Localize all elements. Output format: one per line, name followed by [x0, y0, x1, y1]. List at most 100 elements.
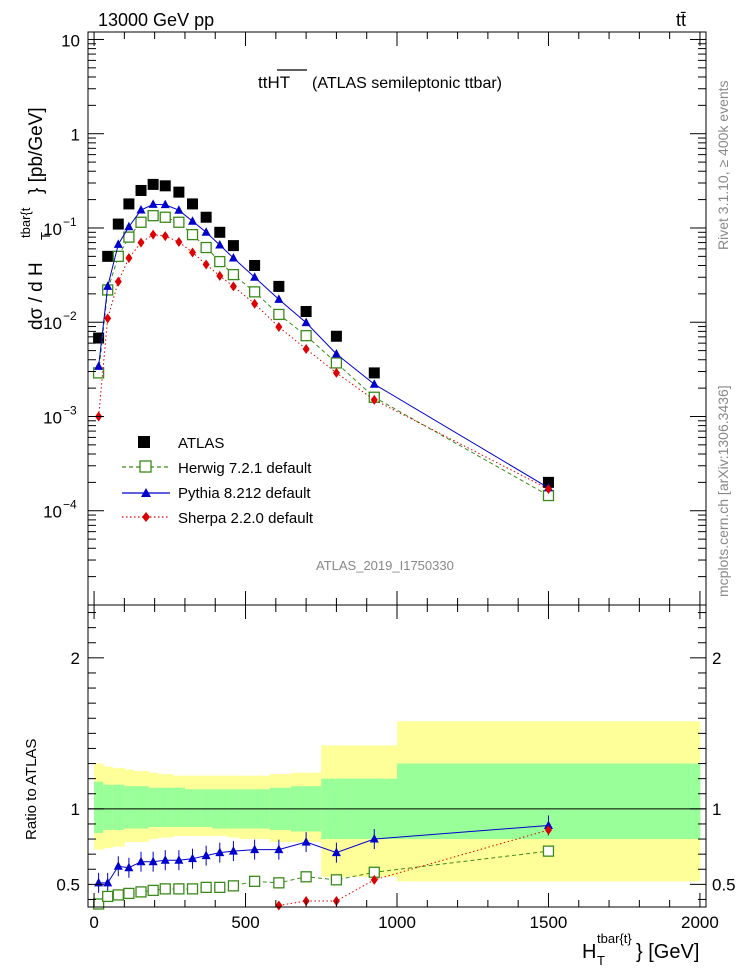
legend-atlas-label: ATLAS	[178, 435, 224, 452]
herwig-ratio-point	[200, 881, 212, 894]
band-inner-bin	[172, 787, 186, 827]
herwig-ratio-point	[227, 880, 240, 892]
pythia-ratio-point	[103, 877, 113, 887]
legend-herwig-marker	[139, 460, 152, 473]
pythia-main-point	[188, 216, 198, 225]
atlas-main-point	[300, 305, 312, 317]
sherpa-main-point	[125, 253, 133, 264]
energy-label: 13000 GeV pp	[98, 10, 214, 30]
pythia-ratio-point	[228, 846, 238, 855]
xtick-label: 2000	[681, 913, 719, 932]
sherpa-ratio-point	[275, 900, 283, 911]
atlas-main-point	[93, 332, 105, 344]
band-inner-bin	[184, 789, 201, 827]
ytick-label: 10	[61, 31, 80, 50]
herwig-ratio-point	[135, 886, 147, 898]
sherpa-ratio-point	[544, 824, 552, 835]
herwig-main-point	[173, 216, 185, 228]
pythia-main-point	[148, 199, 158, 208]
herwig-ratio-point	[147, 884, 159, 897]
herwig-ratio-point	[248, 875, 261, 887]
herwig-main-point	[330, 357, 343, 369]
pythia-main-point	[250, 272, 260, 281]
sherpa-main-point	[202, 259, 210, 270]
herwig-main-point	[159, 211, 171, 223]
ytick-exponent: −2	[63, 309, 77, 323]
pythia-ratio-point	[160, 855, 170, 864]
pythia-main-point	[160, 199, 170, 209]
sherpa-main-point	[161, 231, 169, 242]
ylabel-tail: } [pb/GeV]	[26, 107, 47, 194]
process-label: tt̄	[676, 10, 686, 30]
pythia-main-point	[136, 205, 146, 214]
ratio-series	[92, 815, 555, 911]
legend-herwig-label: Herwig 7.2.1 default	[178, 460, 312, 477]
ratio-ytick-label-right: 1	[712, 800, 721, 819]
herwig-ratio-point	[300, 871, 312, 883]
herwig-main-point	[135, 216, 147, 228]
legend-sherpa-label: Sherpa 2.2.0 default	[178, 510, 314, 527]
sherpa-main-point	[544, 484, 552, 495]
sherpa-main-point	[104, 313, 112, 324]
herwig-main-point	[186, 228, 199, 241]
atlas-main-point	[123, 198, 135, 210]
herwig-main-point	[300, 330, 312, 342]
ratio-ytick-label: 0.5	[56, 875, 80, 894]
band-inner-bin	[94, 781, 104, 834]
band-inner-bin	[148, 787, 159, 827]
atlas-main-point	[249, 259, 261, 271]
sherpa-main-line	[98, 234, 549, 490]
herwig-ratio-point	[186, 883, 199, 895]
legend-pythia-label: Pythia 8.212 default	[178, 485, 311, 502]
sherpa-main-point	[189, 247, 197, 258]
herwig-main-point	[123, 231, 135, 243]
ylabel-main: dσ / d H	[26, 262, 47, 330]
xtick-label: 1000	[378, 913, 416, 932]
mcplots-label: mcplots.cern.ch [arXiv:1306.3436]	[715, 385, 731, 597]
pythia-main-point	[274, 294, 284, 303]
ratio-ylabel: Ratio to ATLAS	[23, 739, 40, 840]
xlabel-sup: tbar{t}	[597, 931, 632, 946]
pythia-ratio-point	[369, 834, 379, 843]
ytick-exponent: −1	[63, 215, 77, 229]
pythia-main-point	[215, 239, 225, 249]
herwig-main-point	[112, 250, 124, 262]
pythia-ratio-point	[136, 856, 146, 866]
band-inner-bin	[103, 784, 113, 830]
pythia-main-line	[98, 203, 549, 489]
sherpa-ratio-point	[370, 874, 378, 885]
sherpa-main-point	[149, 229, 157, 240]
ratio-ytick-label-right: 2	[712, 649, 721, 668]
xtick-label: 0	[89, 913, 98, 932]
pythia-ratio-point	[188, 853, 198, 863]
main-ylabel: dσ / d H T tbar{t } [pb/GeV]	[18, 107, 53, 330]
pythia-ratio-point	[94, 877, 104, 887]
ytick-exponent: −4	[63, 498, 77, 512]
xlabel-tail: } [GeV]	[636, 941, 699, 963]
sherpa-main-point	[275, 322, 283, 333]
pythia-main-point	[94, 361, 104, 370]
analysis-title-symbol: ttHT	[258, 73, 290, 92]
herwig-main-point	[248, 286, 261, 298]
sherpa-main-point	[370, 394, 378, 405]
legend-pythia-marker	[141, 488, 151, 497]
band-inner-bin	[133, 786, 150, 829]
ratio-ytick-label: 1	[71, 800, 80, 819]
atlas-main-point	[368, 367, 380, 379]
sherpa-main-point	[302, 344, 310, 355]
herwig-ratio-point	[159, 883, 171, 895]
pythia-ratio-point	[250, 844, 260, 854]
herwig-ratio-point	[214, 881, 226, 894]
ytick-label: 10	[43, 314, 62, 333]
sherpa-main-point	[251, 298, 259, 309]
ytick-label: 10	[43, 503, 62, 522]
pythia-ratio-point	[113, 861, 123, 870]
atlas-main-point	[214, 226, 226, 238]
ylabel-sup: tbar{t	[18, 207, 33, 238]
sherpa-main-point	[216, 270, 224, 281]
ratio-bands	[88, 721, 706, 882]
atlas-main-point	[173, 186, 185, 198]
xaxis-label: H T tbar{t} } [GeV]	[582, 931, 699, 968]
